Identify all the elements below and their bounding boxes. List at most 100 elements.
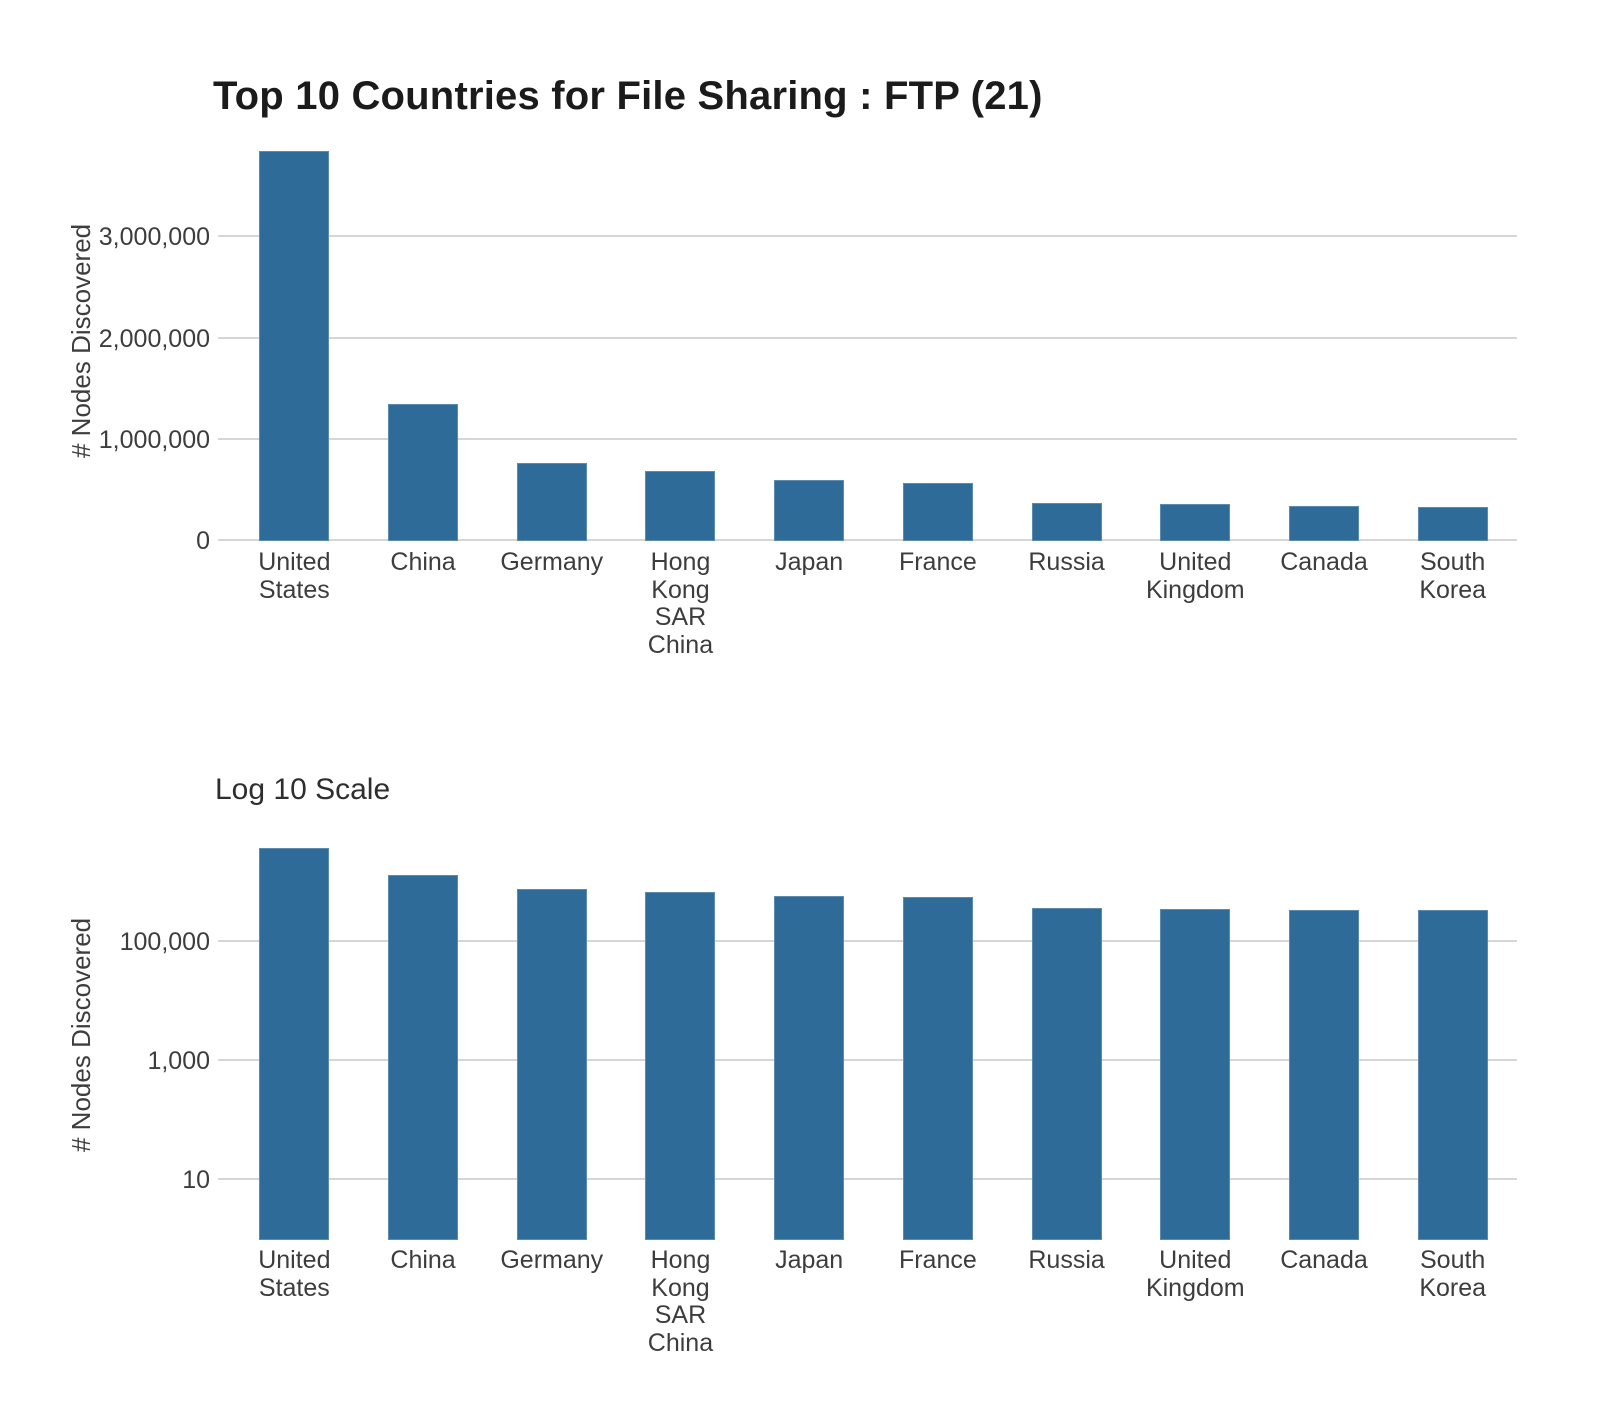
log-chart-subtitle: Log 10 Scale — [215, 773, 391, 806]
x-tick-label-russia: Russia — [1028, 1246, 1105, 1274]
bar-united-states — [259, 151, 330, 541]
bar-united-kingdom — [1160, 504, 1231, 541]
x-tick-label-south-korea: South Korea — [1419, 1246, 1487, 1302]
x-tick-label-canada: Canada — [1280, 1246, 1368, 1274]
bar-hong-kong-sar-china — [645, 892, 716, 1240]
bar-china — [388, 874, 459, 1240]
x-label-slot: China — [359, 1246, 488, 1357]
bar-canada — [1288, 505, 1359, 541]
x-tick-label-south-korea: South Korea — [1419, 548, 1487, 604]
bar-slot — [359, 140, 488, 541]
bar-slot — [1260, 830, 1389, 1240]
bars — [230, 140, 1517, 541]
bar-slot — [616, 830, 745, 1240]
gridline-1000000 — [218, 437, 1517, 440]
bar-south-korea — [1417, 506, 1488, 541]
gridline-100000 — [218, 940, 1517, 943]
x-tick-label-hong-kong-sar-china: Hong Kong SAR China — [647, 548, 714, 659]
x-label-slot: Hong Kong SAR China — [616, 1246, 745, 1357]
gridline-3000000 — [218, 235, 1517, 238]
bar-slot — [1131, 140, 1260, 541]
bar-germany — [516, 463, 587, 541]
y-tick-label: 1,000,000 — [98, 425, 210, 454]
x-tick-label-japan: Japan — [775, 1246, 844, 1274]
bar-slot — [230, 830, 359, 1240]
x-label-slot: Russia — [1002, 1246, 1131, 1357]
x-tick-label-united-kingdom: United Kingdom — [1145, 548, 1245, 604]
x-tick-label-japan: Japan — [775, 548, 844, 576]
linear-plot-area: 0 1,000,000 2,000,000 3,000,000 — [99, 140, 1517, 555]
gridline-1000 — [218, 1059, 1517, 1062]
bar-united-kingdom — [1160, 908, 1231, 1240]
x-label-slot: Germany — [487, 548, 616, 659]
gridline-2000000 — [218, 336, 1517, 339]
x-tick-label-united-kingdom: United Kingdom — [1145, 1246, 1245, 1302]
bar-slot — [1388, 140, 1517, 541]
bar-france — [902, 483, 973, 541]
bar-germany — [516, 889, 587, 1240]
bar-slot — [874, 830, 1003, 1240]
x-label-slot: Japan — [745, 1246, 874, 1357]
bar-slot — [487, 140, 616, 541]
bar-japan — [774, 480, 845, 541]
x-label-slot: South Korea — [1388, 548, 1517, 659]
bar-china — [388, 404, 459, 541]
y-tick-label: 0 — [196, 527, 210, 555]
bar-canada — [1288, 909, 1359, 1240]
x-tick-label-germany: Germany — [500, 548, 604, 576]
bar-russia — [1031, 907, 1102, 1240]
y-tick-label: 2,000,000 — [98, 324, 210, 353]
bars — [230, 830, 1517, 1240]
bar-slot — [1002, 830, 1131, 1240]
bar-slot — [1002, 140, 1131, 541]
x-label-slot: Germany — [487, 1246, 616, 1357]
log-x-axis-labels: United States China Germany Hong Kong SAR C… — [230, 1246, 1517, 1357]
x-label-slot: United States — [230, 548, 359, 659]
x-label-slot: South Korea — [1388, 1246, 1517, 1357]
bar-slot — [1388, 830, 1517, 1240]
x-label-slot: Japan — [745, 548, 874, 659]
x-label-slot: China — [359, 548, 488, 659]
bar-slot — [616, 140, 745, 541]
y-tick-label: 1,000 — [147, 1047, 210, 1076]
bar-hong-kong-sar-china — [645, 471, 716, 541]
x-label-slot: France — [874, 548, 1003, 659]
bar-japan — [774, 895, 845, 1240]
bar-france — [902, 897, 973, 1240]
gridline-0 — [218, 539, 1517, 541]
x-label-slot: Canada — [1260, 1246, 1389, 1357]
x-label-slot: United Kingdom — [1131, 1246, 1260, 1357]
x-label-slot: United States — [230, 1246, 359, 1357]
x-label-slot: Hong Kong SAR China — [616, 548, 745, 659]
x-tick-label-united-states: United States — [258, 548, 331, 604]
x-tick-label-canada: Canada — [1280, 548, 1368, 576]
x-tick-label-united-states: United States — [258, 1246, 331, 1302]
bar-slot — [745, 140, 874, 541]
bar-slot — [359, 830, 488, 1240]
bar-slot — [874, 140, 1003, 541]
bar-russia — [1031, 503, 1102, 541]
chart-title: Top 10 Countries for File Sharing : FTP … — [213, 74, 1043, 118]
x-tick-label-russia: Russia — [1028, 548, 1105, 576]
x-tick-label-china: China — [390, 548, 456, 576]
bar-slot — [230, 140, 359, 541]
x-tick-label-hong-kong-sar-china: Hong Kong SAR China — [647, 1246, 714, 1357]
x-label-slot: France — [874, 1246, 1003, 1357]
linear-x-axis-labels: United States China Germany Hong Kong SAR C… — [230, 548, 1517, 659]
x-tick-label-france: France — [898, 1246, 977, 1274]
log-plot-area: 10 1,000 100,000 — [120, 830, 1517, 1240]
x-tick-label-china: China — [390, 1246, 456, 1274]
gridline-10 — [218, 1178, 1517, 1181]
y-tick-label: 3,000,000 — [98, 223, 210, 252]
bar-slot — [1131, 830, 1260, 1240]
bar-slot — [745, 830, 874, 1240]
x-tick-label-france: France — [898, 548, 977, 576]
bar-slot — [487, 830, 616, 1240]
y-tick-label: 10 — [182, 1166, 210, 1195]
y-tick-label: 100,000 — [119, 928, 210, 957]
x-label-slot: Canada — [1260, 548, 1389, 659]
x-label-slot: United Kingdom — [1131, 548, 1260, 659]
x-label-slot: Russia — [1002, 548, 1131, 659]
bar-slot — [1260, 140, 1389, 541]
